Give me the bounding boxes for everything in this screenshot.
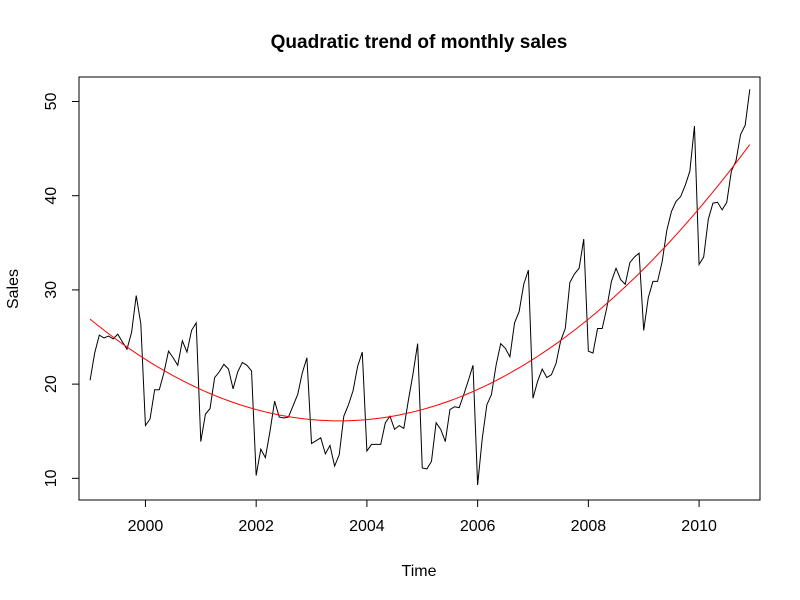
x-tick-label: 2008 xyxy=(571,518,607,535)
chart-title: Quadratic trend of monthly sales xyxy=(271,32,568,53)
x-tick-label: 2004 xyxy=(349,518,385,535)
quadratic-trend-line xyxy=(89,144,751,422)
x-axis: 2000 2002 2004 2006 2008 2010 xyxy=(128,500,717,535)
sales-series-line xyxy=(89,89,751,485)
y-tick-label: 30 xyxy=(43,281,60,299)
y-axis: 10 20 30 40 50 xyxy=(43,92,79,487)
x-tick-label: 2000 xyxy=(128,518,164,535)
y-tick-label: 10 xyxy=(43,469,60,487)
y-tick-label: 20 xyxy=(43,375,60,393)
x-tick-label: 2002 xyxy=(238,518,274,535)
x-tick-label: 2010 xyxy=(681,518,717,535)
x-tick-label: 2006 xyxy=(460,518,496,535)
series-layer xyxy=(89,89,751,485)
y-tick-label: 40 xyxy=(43,187,60,205)
plot-frame xyxy=(78,76,761,501)
y-axis-label: Sales xyxy=(5,269,22,309)
y-tick-label: 50 xyxy=(43,92,60,110)
x-axis-label: Time xyxy=(402,563,437,580)
